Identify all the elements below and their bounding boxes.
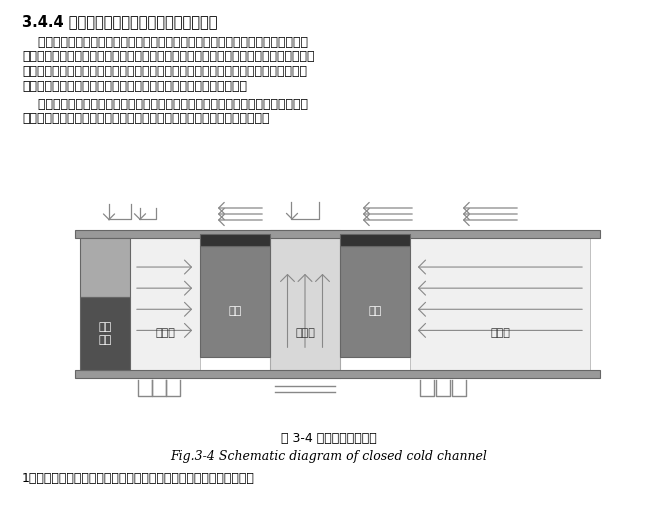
- Text: 同时该方案措施容易实施，能够有效的解决电子信息机房的冷却问题，避免了机柜: 同时该方案措施容易实施，能够有效的解决电子信息机房的冷却问题，避免了机柜: [22, 98, 308, 111]
- Text: 机柜: 机柜: [228, 306, 241, 316]
- Text: 在电子信息系统设备的元器件运行环境要求越来越高的情况下，在电子信息机房采: 在电子信息系统设备的元器件运行环境要求越来越高的情况下，在电子信息机房采: [22, 36, 308, 49]
- Bar: [410, 238, 590, 370]
- Bar: [80, 238, 130, 297]
- Bar: [80, 297, 130, 370]
- Text: 机房
空调: 机房 空调: [99, 322, 112, 345]
- Text: 1．根据选用的物理模型，冷通道封闭前后，机柜布置图的显示如下：: 1．根据选用的物理模型，冷通道封闭前后，机柜布置图的显示如下：: [22, 472, 255, 485]
- Text: 3.4.4 电子信息机房温度和气流组织模拟分析: 3.4.4 电子信息机房温度和气流组织模拟分析: [22, 14, 218, 29]
- Text: 冷通道: 冷通道: [155, 328, 175, 338]
- Text: 机柜: 机柜: [368, 306, 382, 316]
- Text: 图 3-4 冷通道封闭示意图: 图 3-4 冷通道封闭示意图: [281, 432, 377, 445]
- Bar: [75, 370, 600, 378]
- Bar: [270, 230, 340, 378]
- Text: 的局部过热，在地铁指挥控制中心的暖通空调系统中，得到了广泛的应用。: 的局部过热，在地铁指挥控制中心的暖通空调系统中，得到了广泛的应用。: [22, 113, 270, 126]
- Text: 热通道: 热通道: [295, 328, 315, 338]
- Bar: [200, 234, 270, 246]
- Bar: [130, 238, 200, 370]
- Text: 能够更好的保证低温送风和高回风温度，提高了空调系统的制冷效率，避免了气流组织: 能够更好的保证低温送风和高回风温度，提高了空调系统的制冷效率，避免了气流组织: [22, 65, 307, 78]
- Bar: [200, 246, 270, 357]
- Text: 用精确送风的基础上，采用冷热通道封闭的措施，可以实现较为良好的送回风气流组织，: 用精确送风的基础上，采用冷热通道封闭的措施，可以实现较为良好的送回风气流组织，: [22, 50, 315, 64]
- Text: 短路而造成的冷量损失，电子信息系统的机柜可以得到更好的冷却。: 短路而造成的冷量损失，电子信息系统的机柜可以得到更好的冷却。: [22, 79, 247, 92]
- Bar: [340, 246, 410, 357]
- Text: Fig.3-4 Schematic diagram of closed cold channel: Fig.3-4 Schematic diagram of closed cold…: [170, 450, 488, 463]
- Text: 冷通道: 冷通道: [490, 328, 510, 338]
- Bar: [340, 234, 410, 246]
- Bar: [75, 230, 600, 238]
